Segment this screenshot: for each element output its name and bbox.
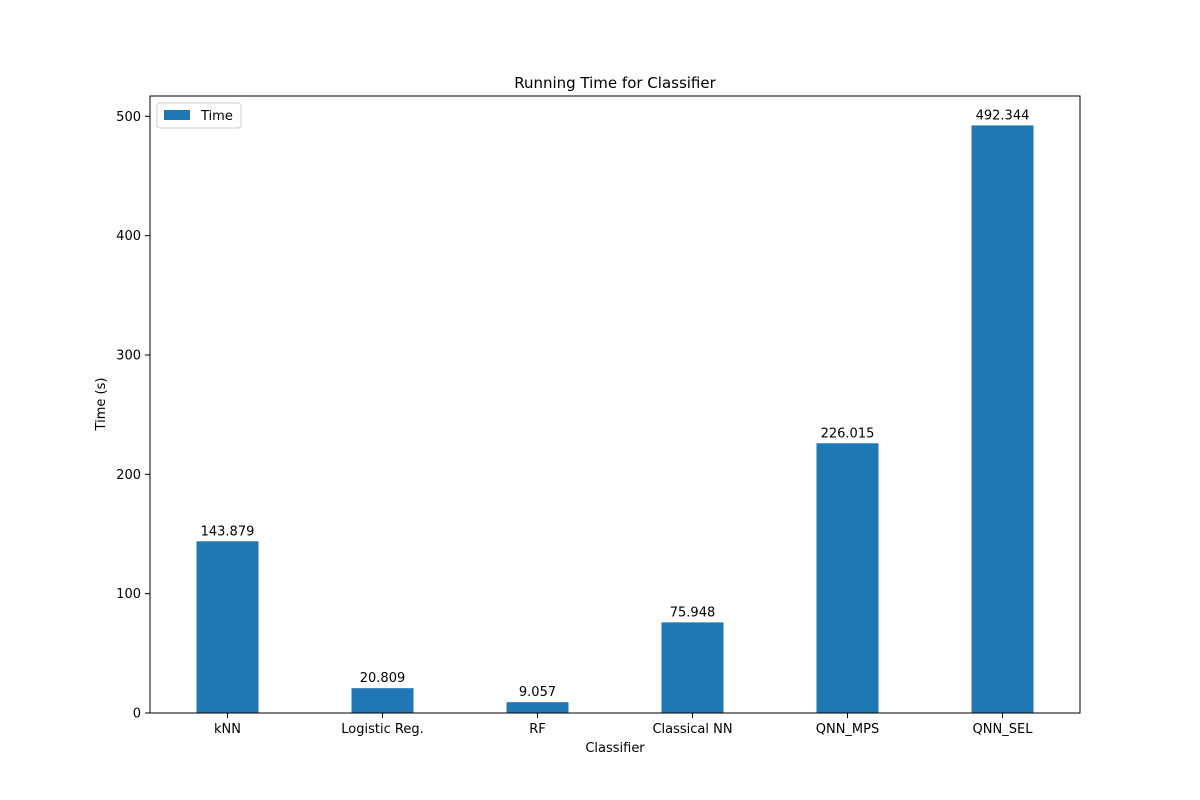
x-axis-label: Classifier (585, 741, 645, 756)
x-tick-label-0: kNN (214, 722, 241, 737)
x-tick-label-2: RF (529, 722, 546, 737)
bars (196, 125, 1034, 713)
value-label-2: 9.057 (519, 685, 556, 700)
chart-title: Running Time for Classifier (514, 74, 716, 92)
legend-label: Time (200, 109, 233, 124)
y-tick-label-1: 100 (116, 587, 141, 602)
legend: Time (156, 102, 242, 129)
y-tick-label-0: 0 (133, 707, 141, 722)
bar-3 (661, 622, 724, 713)
bar-2 (506, 702, 569, 713)
bar-5 (971, 125, 1034, 713)
value-label-5: 492.344 (976, 108, 1030, 123)
value-label-0: 143.879 (201, 524, 255, 539)
y-tick-label-4: 400 (116, 229, 141, 244)
y-tick-label-5: 500 (116, 110, 141, 125)
legend-swatch (164, 110, 190, 120)
bar-4 (816, 443, 879, 713)
x-tick-label-4: QNN_MPS (816, 722, 880, 737)
bar-0 (196, 541, 259, 713)
y-axis: 0 100 200 300 400 500 (116, 110, 150, 722)
x-axis: kNN Logistic Reg. RF Classical NN QNN_MPS QNN… (214, 713, 1033, 737)
value-label-4: 226.015 (821, 426, 875, 441)
value-label-1: 20.809 (360, 671, 406, 686)
value-labels: 143.879 20.809 9.057 75.948 226.015 492.344 (201, 108, 1030, 700)
x-tick-label-1: Logistic Reg. (341, 722, 423, 737)
y-tick-label-3: 300 (116, 348, 141, 363)
value-label-3: 75.948 (670, 605, 716, 620)
x-tick-label-5: QNN_SEL (973, 722, 1034, 737)
y-tick-label-2: 200 (116, 468, 141, 483)
plot-frame (149, 95, 1081, 714)
x-tick-label-3: Classical NN (652, 722, 732, 737)
y-axis-label: Time (s) (94, 378, 109, 432)
legend-frame (156, 102, 242, 129)
bar-1 (351, 688, 414, 713)
